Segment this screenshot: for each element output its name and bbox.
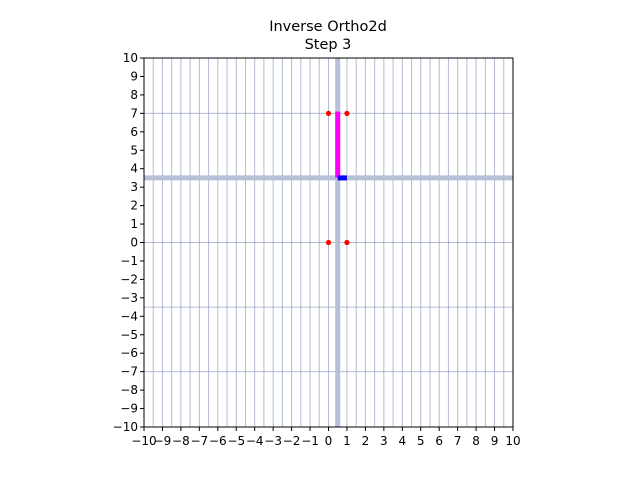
plot-area (143, 57, 514, 428)
x-tick-label: 5 (417, 434, 425, 448)
x-tick-label: −1 (301, 434, 319, 448)
x-tick-label: −5 (227, 434, 245, 448)
y-tick-label: −10 (113, 420, 138, 434)
x-tick-label: 1 (343, 434, 351, 448)
x-tick-label: 2 (362, 434, 370, 448)
x-tick-label: 10 (505, 434, 520, 448)
x-tick-label: −4 (246, 434, 264, 448)
x-tick-label: 4 (398, 434, 406, 448)
y-tick-label: −1 (120, 254, 138, 268)
y-tick-label: 10 (123, 51, 138, 65)
y-tick-label: −4 (120, 309, 138, 323)
y-tick-label: 1 (130, 217, 138, 231)
chart-title: Inverse Ortho2d (269, 19, 387, 35)
x-tick-label: −7 (190, 434, 208, 448)
x-tick-label: −6 (209, 434, 227, 448)
y-tick-label: 6 (130, 125, 138, 139)
data-point (325, 239, 332, 246)
y-tick-label: 3 (130, 180, 138, 194)
data-point (344, 110, 350, 116)
point-layer (325, 110, 350, 246)
segment-layer (335, 111, 347, 181)
x-tick-label: 9 (491, 434, 499, 448)
x-tick-label: 6 (435, 434, 443, 448)
x-tick-label: −10 (131, 434, 156, 448)
y-tick-label: 2 (130, 199, 138, 213)
y-tick-label: 9 (130, 69, 138, 83)
y-tick-label: −5 (120, 328, 138, 342)
data-point (344, 239, 350, 246)
x-tick-label: 0 (325, 434, 333, 448)
x-tick-label: −8 (172, 434, 190, 448)
y-tick-label: 5 (130, 143, 138, 157)
x-tick-label: 8 (472, 434, 480, 448)
y-tick-label: −7 (120, 365, 138, 379)
x-tick-label: −2 (283, 434, 301, 448)
x-tick-label: 3 (380, 434, 388, 448)
y-tick-label: −8 (120, 383, 138, 397)
x-tick-label: 7 (454, 434, 462, 448)
y-tick-label: 4 (130, 162, 138, 176)
y-tick-label: −3 (120, 291, 138, 305)
y-tick-label: 0 (130, 236, 138, 250)
x-tick-label: −9 (154, 434, 172, 448)
x-axis-ticks: −10−9 −8 −7 −6 −5 −4 −3 −2 −1 0 1 2 3 4 5 6 7 8 9 10 (131, 427, 521, 448)
y-tick-label: 7 (130, 106, 138, 120)
x-tick-label: −3 (264, 434, 282, 448)
y-tick-label: −2 (120, 272, 138, 286)
data-point (325, 110, 332, 116)
y-tick-label: −9 (120, 402, 138, 416)
y-tick-label: −6 (120, 346, 138, 360)
chart-subtitle: Step 3 (305, 37, 352, 53)
y-tick-label: 8 (130, 88, 138, 102)
